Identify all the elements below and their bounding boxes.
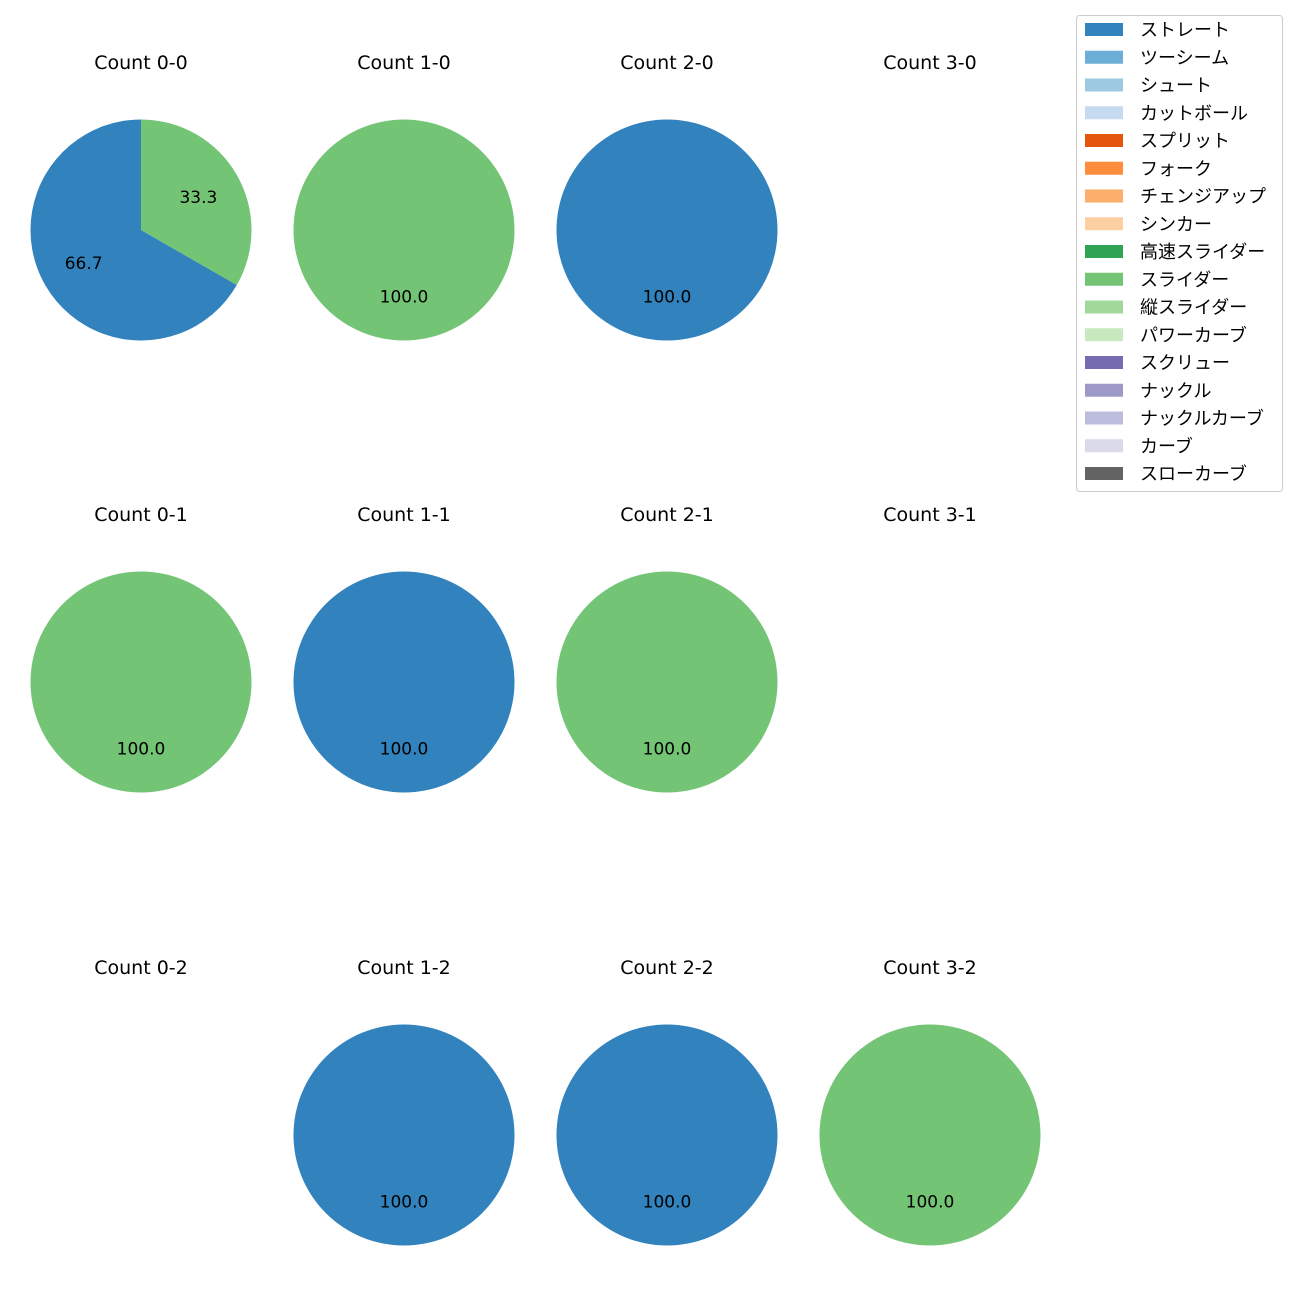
legend-swatch — [1085, 161, 1123, 175]
pie-slice-label: 100.0 — [380, 287, 429, 307]
legend-swatch — [1085, 217, 1123, 231]
pie-slice — [30, 571, 252, 793]
pie-slice-label: 100.0 — [380, 1192, 429, 1212]
legend-label: フォーク — [1140, 159, 1212, 180]
legend-label: ナックル — [1140, 381, 1211, 402]
legend-label: カットボール — [1140, 103, 1248, 124]
pie-title: Count 2-2 — [620, 957, 714, 979]
pie-slice-label: 100.0 — [643, 739, 692, 759]
pie-slice-label: 100.0 — [643, 287, 692, 307]
pie-panel: Count 1-1 100.0 — [293, 504, 515, 793]
legend-entry: ツーシーム — [1085, 48, 1229, 69]
pie-panel: Count 1-2 100.0 — [293, 957, 515, 1246]
legend-label: スライダー — [1140, 270, 1229, 291]
legend-swatch — [1085, 106, 1123, 120]
pie-slice-label: 33.3 — [179, 188, 217, 208]
legend-swatch — [1085, 383, 1123, 397]
pie-slice — [141, 119, 252, 286]
pie-panel: Count 3-0 — [883, 52, 977, 74]
legend-swatch — [1085, 134, 1123, 147]
pie-slice-label: 100.0 — [117, 739, 166, 759]
pie-title: Count 3-2 — [883, 957, 977, 979]
legend: ストレートツーシームシュートカットボールスプリットフォークチェンジアップシンカー… — [1076, 15, 1283, 492]
legend-label: パワーカーブ — [1140, 324, 1247, 346]
pie-panel: Count 2-1 100.0 — [556, 504, 778, 793]
legend-entry: ナックルカーブ — [1085, 408, 1264, 430]
legend-swatch — [1085, 439, 1123, 453]
legend-label: スプリット — [1140, 131, 1230, 152]
legend-entry: 高速スライダー — [1085, 242, 1265, 263]
legend-label: チェンジアップ — [1140, 187, 1266, 208]
pie-slice-label: 100.0 — [906, 1192, 955, 1212]
pie-title: Count 0-1 — [94, 504, 188, 526]
pie-title: Count 1-1 — [357, 504, 451, 526]
pie-panel: Count 3-2 100.0 — [819, 957, 1041, 1246]
legend-entry: スローカーブ — [1085, 463, 1247, 485]
pie-title: Count 1-0 — [357, 52, 451, 74]
pie-panel: Count 1-0 100.0 — [293, 52, 515, 341]
pie-slice — [293, 571, 515, 793]
pie-panel: Count 3-1 — [883, 504, 977, 526]
legend-swatch — [1085, 328, 1123, 342]
pie-title: Count 0-0 — [94, 52, 188, 74]
legend-swatch — [1085, 23, 1123, 36]
legend-entry: スクリュー — [1085, 353, 1230, 374]
pie-panel: Count 0-0 66.7 33.3 — [30, 52, 252, 341]
legend-entry: カットボール — [1085, 103, 1248, 124]
legend-label: 高速スライダー — [1140, 242, 1265, 263]
pie-panel: Count 2-2 100.0 — [556, 957, 778, 1246]
legend-label: シンカー — [1140, 214, 1212, 235]
legend-swatch — [1085, 356, 1123, 369]
pie-panel: Count 0-1 100.0 — [30, 504, 252, 793]
legend-entry: スプリット — [1085, 131, 1230, 152]
legend-label: スクリュー — [1140, 353, 1230, 374]
legend-entry: ナックル — [1085, 381, 1211, 402]
pie-title: Count 3-0 — [883, 52, 977, 74]
legend-swatch — [1085, 272, 1123, 286]
legend-entry: シュート — [1085, 76, 1212, 97]
pie-title: Count 1-2 — [357, 957, 451, 979]
legend-entry: チェンジアップ — [1085, 187, 1266, 208]
legend-swatch — [1085, 78, 1123, 92]
pie-slice — [556, 1024, 778, 1246]
legend-label: ストレート — [1140, 20, 1230, 41]
pie-slice — [819, 1024, 1041, 1246]
legend-label: シュート — [1140, 76, 1212, 97]
pie-title: Count 2-0 — [620, 52, 714, 74]
legend-entry: フォーク — [1085, 159, 1212, 180]
legend-label: ツーシーム — [1140, 48, 1229, 69]
legend-entry: カーブ — [1085, 435, 1193, 457]
pie-title: Count 2-1 — [620, 504, 714, 526]
legend-entry: シンカー — [1085, 214, 1212, 235]
pie-panel: Count 2-0 100.0 — [556, 52, 778, 341]
legend-entry: 縦スライダー — [1085, 298, 1247, 319]
legend-label: スローカーブ — [1140, 463, 1247, 485]
pie-panel: Count 0-2 — [94, 957, 188, 979]
pie-slice-label: 100.0 — [380, 739, 429, 759]
pie-title: Count 0-2 — [94, 957, 188, 979]
pie-slice — [30, 119, 237, 341]
pie-slice — [556, 571, 778, 793]
pie-slice — [293, 119, 515, 341]
legend-label: カーブ — [1140, 435, 1193, 457]
legend-swatch — [1085, 245, 1123, 258]
legend-entry: ストレート — [1085, 20, 1230, 41]
pie-slice — [293, 1024, 515, 1246]
legend-swatch — [1085, 411, 1123, 425]
legend-label: ナックルカーブ — [1140, 408, 1264, 430]
legend-entry: スライダー — [1085, 270, 1229, 291]
legend-frame — [1076, 15, 1283, 492]
legend-swatch — [1085, 300, 1123, 314]
legend-entry: パワーカーブ — [1085, 324, 1247, 346]
legend-swatch — [1085, 50, 1123, 64]
legend-label: 縦スライダー — [1140, 298, 1247, 319]
pie-slice-label: 100.0 — [643, 1192, 692, 1212]
legend-swatch — [1085, 189, 1123, 203]
pie-title: Count 3-1 — [883, 504, 977, 526]
pie-slice-label: 66.7 — [65, 254, 103, 274]
pie-slice — [556, 119, 778, 341]
legend-swatch — [1085, 467, 1123, 480]
